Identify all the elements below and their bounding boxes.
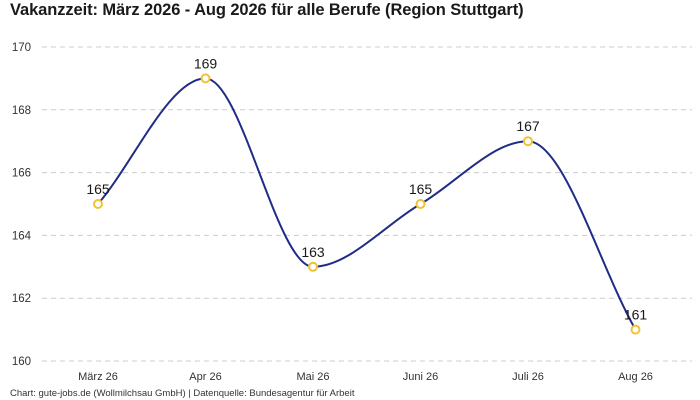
y-tick-label: 168 [12, 105, 31, 117]
data-point [415, 199, 426, 209]
y-tick-label: 170 [12, 42, 31, 54]
data-points [93, 73, 641, 335]
x-tick-label: Mai 26 [296, 371, 329, 383]
data-label: 161 [624, 307, 648, 323]
x-axis-ticks: März 26 Apr 26 Mai 26 Juni 26 Juli 26 Aug 26 [78, 371, 653, 383]
x-tick-label: März 26 [78, 371, 118, 383]
series-line [97, 77, 637, 331]
grid-lines [42, 46, 692, 362]
data-point [200, 73, 211, 84]
y-tick-label: 166 [12, 168, 31, 180]
chart-footer: Chart: gute-jobs.de (Wollmilchsau GmbH) … [10, 388, 355, 399]
data-label: 165 [86, 181, 110, 197]
data-point [308, 261, 318, 272]
y-tick-label: 164 [12, 230, 32, 242]
x-tick-label: Aug 26 [618, 371, 653, 383]
data-label: 165 [409, 181, 433, 197]
data-point [630, 324, 641, 335]
y-tick-label: 162 [12, 293, 31, 305]
y-tick-label: 160 [12, 356, 31, 368]
data-point [523, 136, 533, 147]
x-tick-label: Juli 26 [512, 371, 544, 383]
data-labels: 165 169 163 165 167 161 [86, 55, 647, 322]
data-label: 167 [516, 118, 540, 134]
x-tick-label: Juni 26 [403, 371, 438, 383]
data-point [93, 199, 103, 209]
chart-title: Vakanzzeit: März 2026 - Aug 2026 für all… [10, 1, 524, 19]
data-label: 169 [194, 55, 218, 71]
y-axis-ticks: 160 162 164 166 168 170 [12, 42, 32, 368]
x-tick-label: Apr 26 [189, 371, 221, 383]
data-label: 163 [301, 244, 325, 260]
